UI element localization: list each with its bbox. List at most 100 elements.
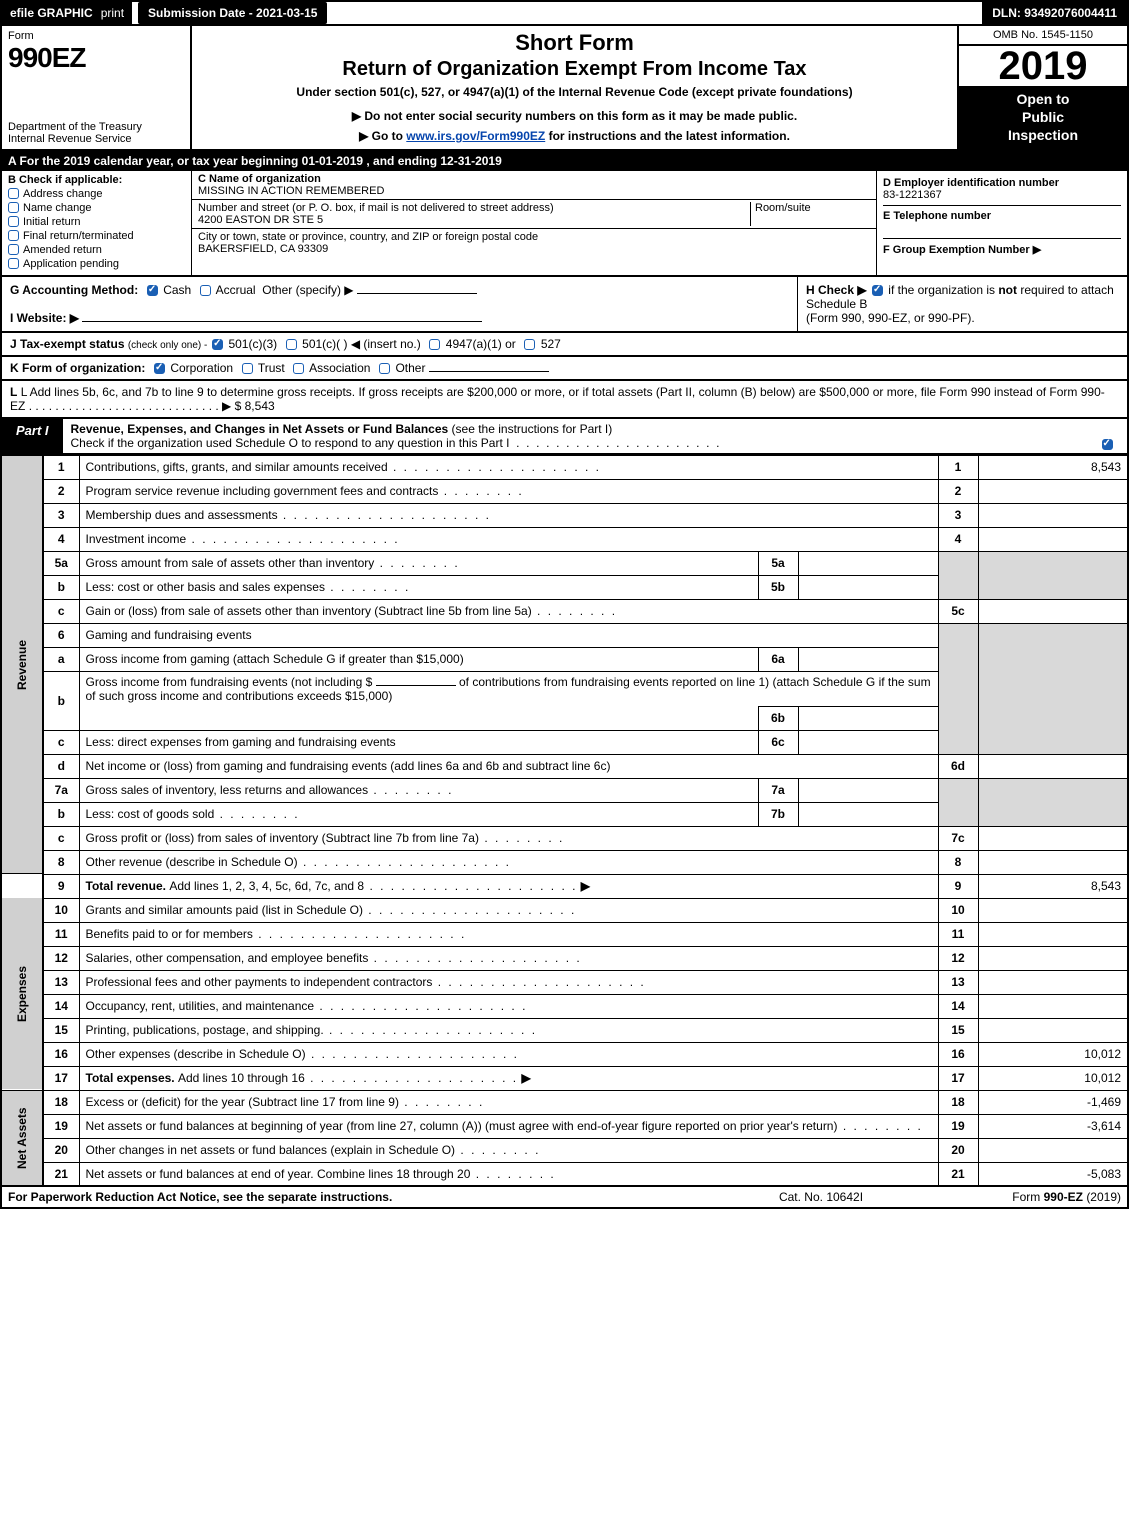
line-12: 12 Salaries, other compensation, and emp… <box>1 946 1128 970</box>
col-no: 1 <box>938 455 978 479</box>
city-state-zip: BAKERSFIELD, CA 93309 <box>198 243 870 255</box>
chk-accrual-icon <box>200 285 211 296</box>
revenue-section-label: Revenue <box>1 455 43 874</box>
c-city-row: City or town, state or province, country… <box>192 229 876 257</box>
organization-name: MISSING IN ACTION REMEMBERED <box>198 185 870 197</box>
g-other: Other (specify) ▶ <box>262 283 353 297</box>
chk-address-change[interactable]: Address change <box>8 188 185 200</box>
efile-text: efile GRAPHIC <box>10 6 93 20</box>
j-501c3: 501(c)(3) <box>228 337 277 351</box>
line-14: 14 Occupancy, rent, utilities, and maint… <box>1 994 1128 1018</box>
catalog-number: Cat. No. 10642I <box>721 1190 921 1204</box>
inspection-line1: Open to <box>961 90 1125 108</box>
goto-pre: ▶ Go to <box>359 129 406 143</box>
g-label: G Accounting Method: <box>10 283 138 297</box>
l-dots: . . . . . . . . . . . . . . . . . . . . … <box>29 399 235 413</box>
omb-number: OMB No. 1545-1150 <box>959 26 1127 46</box>
c-street-label: Number and street (or P. O. box, if mail… <box>198 202 750 214</box>
part-i-label: Part I <box>2 419 63 453</box>
chk-corp-icon <box>154 363 165 374</box>
form-pre: Form <box>1012 1190 1043 1204</box>
line-7c: c Gross profit or (loss) from sales of i… <box>1 826 1128 850</box>
chk-schedule-o-icon[interactable] <box>1102 439 1113 450</box>
goto-post: for instructions and the latest informat… <box>549 129 790 143</box>
k-trust: Trust <box>258 361 285 375</box>
chk-application-pending[interactable]: Application pending <box>8 258 185 270</box>
submission-date-badge: Submission Date - 2021-03-15 <box>138 2 327 24</box>
efile-graphic-label: efile GRAPHIC print <box>2 2 132 24</box>
line-no: 1 <box>43 455 79 479</box>
g-h-row: G Accounting Method: Cash Accrual Other … <box>0 277 1129 333</box>
inspection-line3: Inspection <box>961 126 1125 144</box>
chk-final-return[interactable]: Final return/terminated <box>8 230 185 242</box>
schedule-o-dots: . . . . . . . . . . . . . . . . . . . . … <box>513 436 720 450</box>
chk-4947-icon <box>429 339 440 350</box>
inspection-line2: Public <box>961 108 1125 126</box>
goto-link[interactable]: www.irs.gov/Form990EZ <box>406 129 545 143</box>
col-val: 8,543 <box>978 455 1128 479</box>
checkbox-icon <box>8 244 19 255</box>
phone-value <box>883 222 1121 234</box>
line-20: 20 Other changes in net assets or fund b… <box>1 1138 1128 1162</box>
form-number: 990EZ <box>8 42 184 74</box>
h-label: H Check ▶ <box>806 283 867 297</box>
shaded-cell <box>978 551 1128 599</box>
h-text3: (Form 990, 990-EZ, or 990-PF). <box>806 311 975 325</box>
h-text1: if the organization is <box>888 283 998 297</box>
return-title: Return of Organization Exempt From Incom… <box>200 58 949 81</box>
short-form-title: Short Form <box>200 30 949 56</box>
line-15: 15 Printing, publications, postage, and … <box>1 1018 1128 1042</box>
chk-assoc-icon <box>293 363 304 374</box>
h-schedule-b: H Check ▶ if the organization is not req… <box>797 277 1127 331</box>
c-street-row: Number and street (or P. O. box, if mail… <box>192 200 876 229</box>
shaded-cell <box>938 623 978 754</box>
checkbox-icon <box>8 202 19 213</box>
chk-cash-icon <box>147 285 158 296</box>
ein-value: 83-1221367 <box>883 189 1121 201</box>
checkbox-icon <box>8 258 19 269</box>
chk-initial-return[interactable]: Initial return <box>8 216 185 228</box>
expenses-section-label: Expenses <box>1 898 43 1090</box>
website-underline <box>82 321 482 322</box>
g-accounting-method: G Accounting Method: Cash Accrual Other … <box>2 277 797 331</box>
dept-treasury: Department of the Treasury <box>8 121 184 133</box>
checkbox-icon <box>8 216 19 227</box>
part-i-title-text: Revenue, Expenses, and Changes in Net As… <box>71 422 449 436</box>
part-i-subtitle: (see the instructions for Part I) <box>452 422 613 436</box>
line-3: 3 Membership dues and assessments 3 <box>1 503 1128 527</box>
part-i-header: Part I Revenue, Expenses, and Changes in… <box>0 419 1129 455</box>
j-4947: 4947(a)(1) or <box>446 337 516 351</box>
header-right: OMB No. 1545-1150 2019 Open to Public In… <box>957 26 1127 149</box>
tax-year-period-row: A For the 2019 calendar year, or tax yea… <box>0 151 1129 171</box>
h-not: not <box>998 283 1017 297</box>
line-19: 19 Net assets or fund balances at beginn… <box>1 1114 1128 1138</box>
part-i-lines-table: Revenue 1 Contributions, gifts, grants, … <box>0 455 1129 1188</box>
part-i-title: Revenue, Expenses, and Changes in Net As… <box>63 419 1087 453</box>
line-9: 9 Total revenue. Add lines 1, 2, 3, 4, 5… <box>1 874 1128 898</box>
f-group-label: F Group Exemption Number ▶ <box>883 243 1121 256</box>
chk-501c3-icon <box>212 339 223 350</box>
line-18: Net Assets 18 Excess or (deficit) for th… <box>1 1090 1128 1114</box>
line-4: 4 Investment income 4 <box>1 527 1128 551</box>
chk-name-change[interactable]: Name change <box>8 202 185 214</box>
print-link[interactable]: print <box>101 6 124 20</box>
line-2: 2 Program service revenue including gove… <box>1 479 1128 503</box>
k-label: K Form of organization: <box>10 361 145 375</box>
shaded-cell <box>938 778 978 826</box>
form-version: Form 990-EZ (2019) <box>921 1190 1121 1204</box>
l-amount: $ 8,543 <box>235 399 275 413</box>
e-phone-row: E Telephone number <box>883 206 1121 239</box>
section-c-name-address: C Name of organization MISSING IN ACTION… <box>192 171 877 275</box>
form-label: Form <box>8 30 184 42</box>
ssn-notice: ▶ Do not enter social security numbers o… <box>200 109 949 123</box>
k-assoc: Association <box>309 361 370 375</box>
chk-trust-icon <box>242 363 253 374</box>
dept-irs: Internal Revenue Service <box>8 133 184 145</box>
line-10: Expenses 10 Grants and similar amounts p… <box>1 898 1128 922</box>
entity-block: B Check if applicable: Address change Na… <box>0 171 1129 277</box>
line-6d: d Net income or (loss) from gaming and f… <box>1 754 1128 778</box>
chk-amended-return[interactable]: Amended return <box>8 244 185 256</box>
chk-h-icon <box>872 285 883 296</box>
c-city-label: City or town, state or province, country… <box>198 231 870 243</box>
line-21: 21 Net assets or fund balances at end of… <box>1 1162 1128 1186</box>
